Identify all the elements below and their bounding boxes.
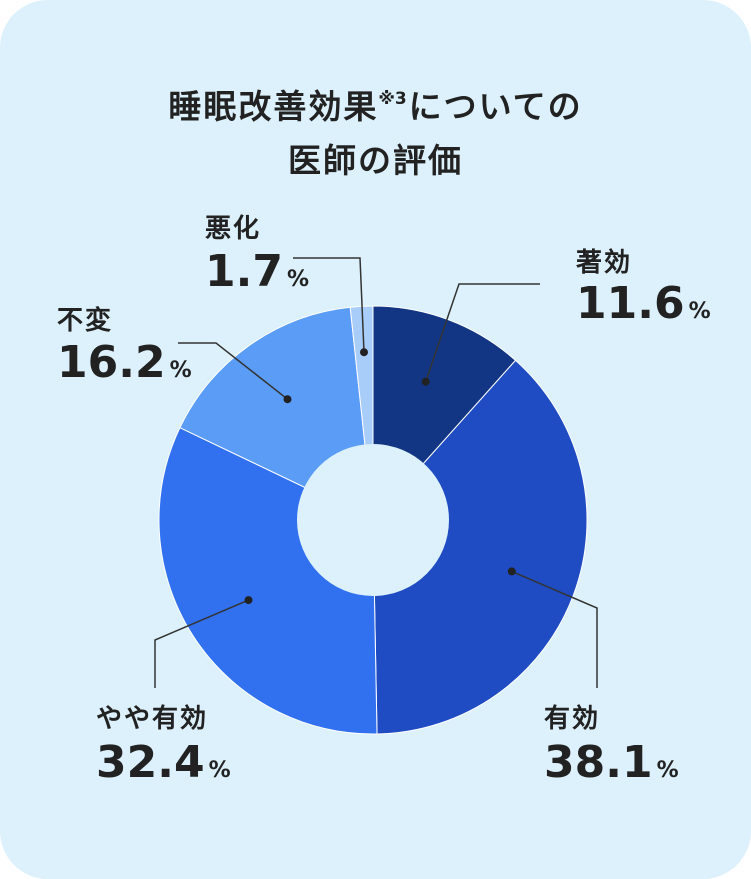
label-name-chakukou: 著効 bbox=[575, 247, 632, 278]
label-unit-yuukou: % bbox=[657, 758, 679, 783]
label-unit-chakukou: % bbox=[689, 299, 711, 324]
leader-line-fuhen bbox=[178, 342, 288, 400]
title-line2: 医師の評価 bbox=[288, 141, 463, 180]
leader-line-yaya-yuukou bbox=[154, 599, 249, 688]
slice-yuukou bbox=[372, 359, 588, 735]
label-unit-fuhen: % bbox=[170, 358, 192, 383]
label-name-yuukou: 有効 bbox=[544, 703, 600, 734]
leader-line-akka bbox=[293, 257, 365, 353]
label-value-yaya-yuukou: 32.4% bbox=[96, 737, 231, 788]
leader-dot-yaya-yuukou bbox=[244, 596, 253, 605]
leader-dot-yuukou bbox=[507, 567, 516, 576]
label-unit-yaya-yuukou: % bbox=[209, 758, 231, 783]
label-value-fuhen: 16.2% bbox=[57, 337, 192, 388]
leader-line-yuukou bbox=[511, 570, 598, 688]
chart-title: 睡眠改善効果※3についての 医師の評価 bbox=[0, 72, 751, 188]
label-value-chakukou: 11.6% bbox=[576, 278, 711, 329]
label-name-fuhen: 不変 bbox=[57, 305, 113, 336]
leader-dot-akka bbox=[360, 348, 368, 357]
leader-lines bbox=[154, 257, 598, 688]
donut-hole bbox=[297, 444, 449, 596]
label-unit-akka: % bbox=[287, 267, 309, 292]
label-value-yuukou: 38.1% bbox=[544, 737, 679, 788]
leader-dot-fuhen bbox=[283, 395, 292, 404]
label-value-akka: 1.7% bbox=[205, 246, 309, 297]
leader-dot-chakukou bbox=[421, 377, 430, 386]
label-name-akka: 悪化 bbox=[205, 214, 261, 244]
leader-line-chakukou bbox=[424, 283, 540, 382]
title-main: 睡眠改善効果 bbox=[168, 87, 379, 126]
title-rest: についての bbox=[408, 87, 583, 126]
label-name-yaya-yuukou: やや有効 bbox=[96, 703, 208, 734]
title-footnote-mark: ※3 bbox=[378, 89, 407, 109]
